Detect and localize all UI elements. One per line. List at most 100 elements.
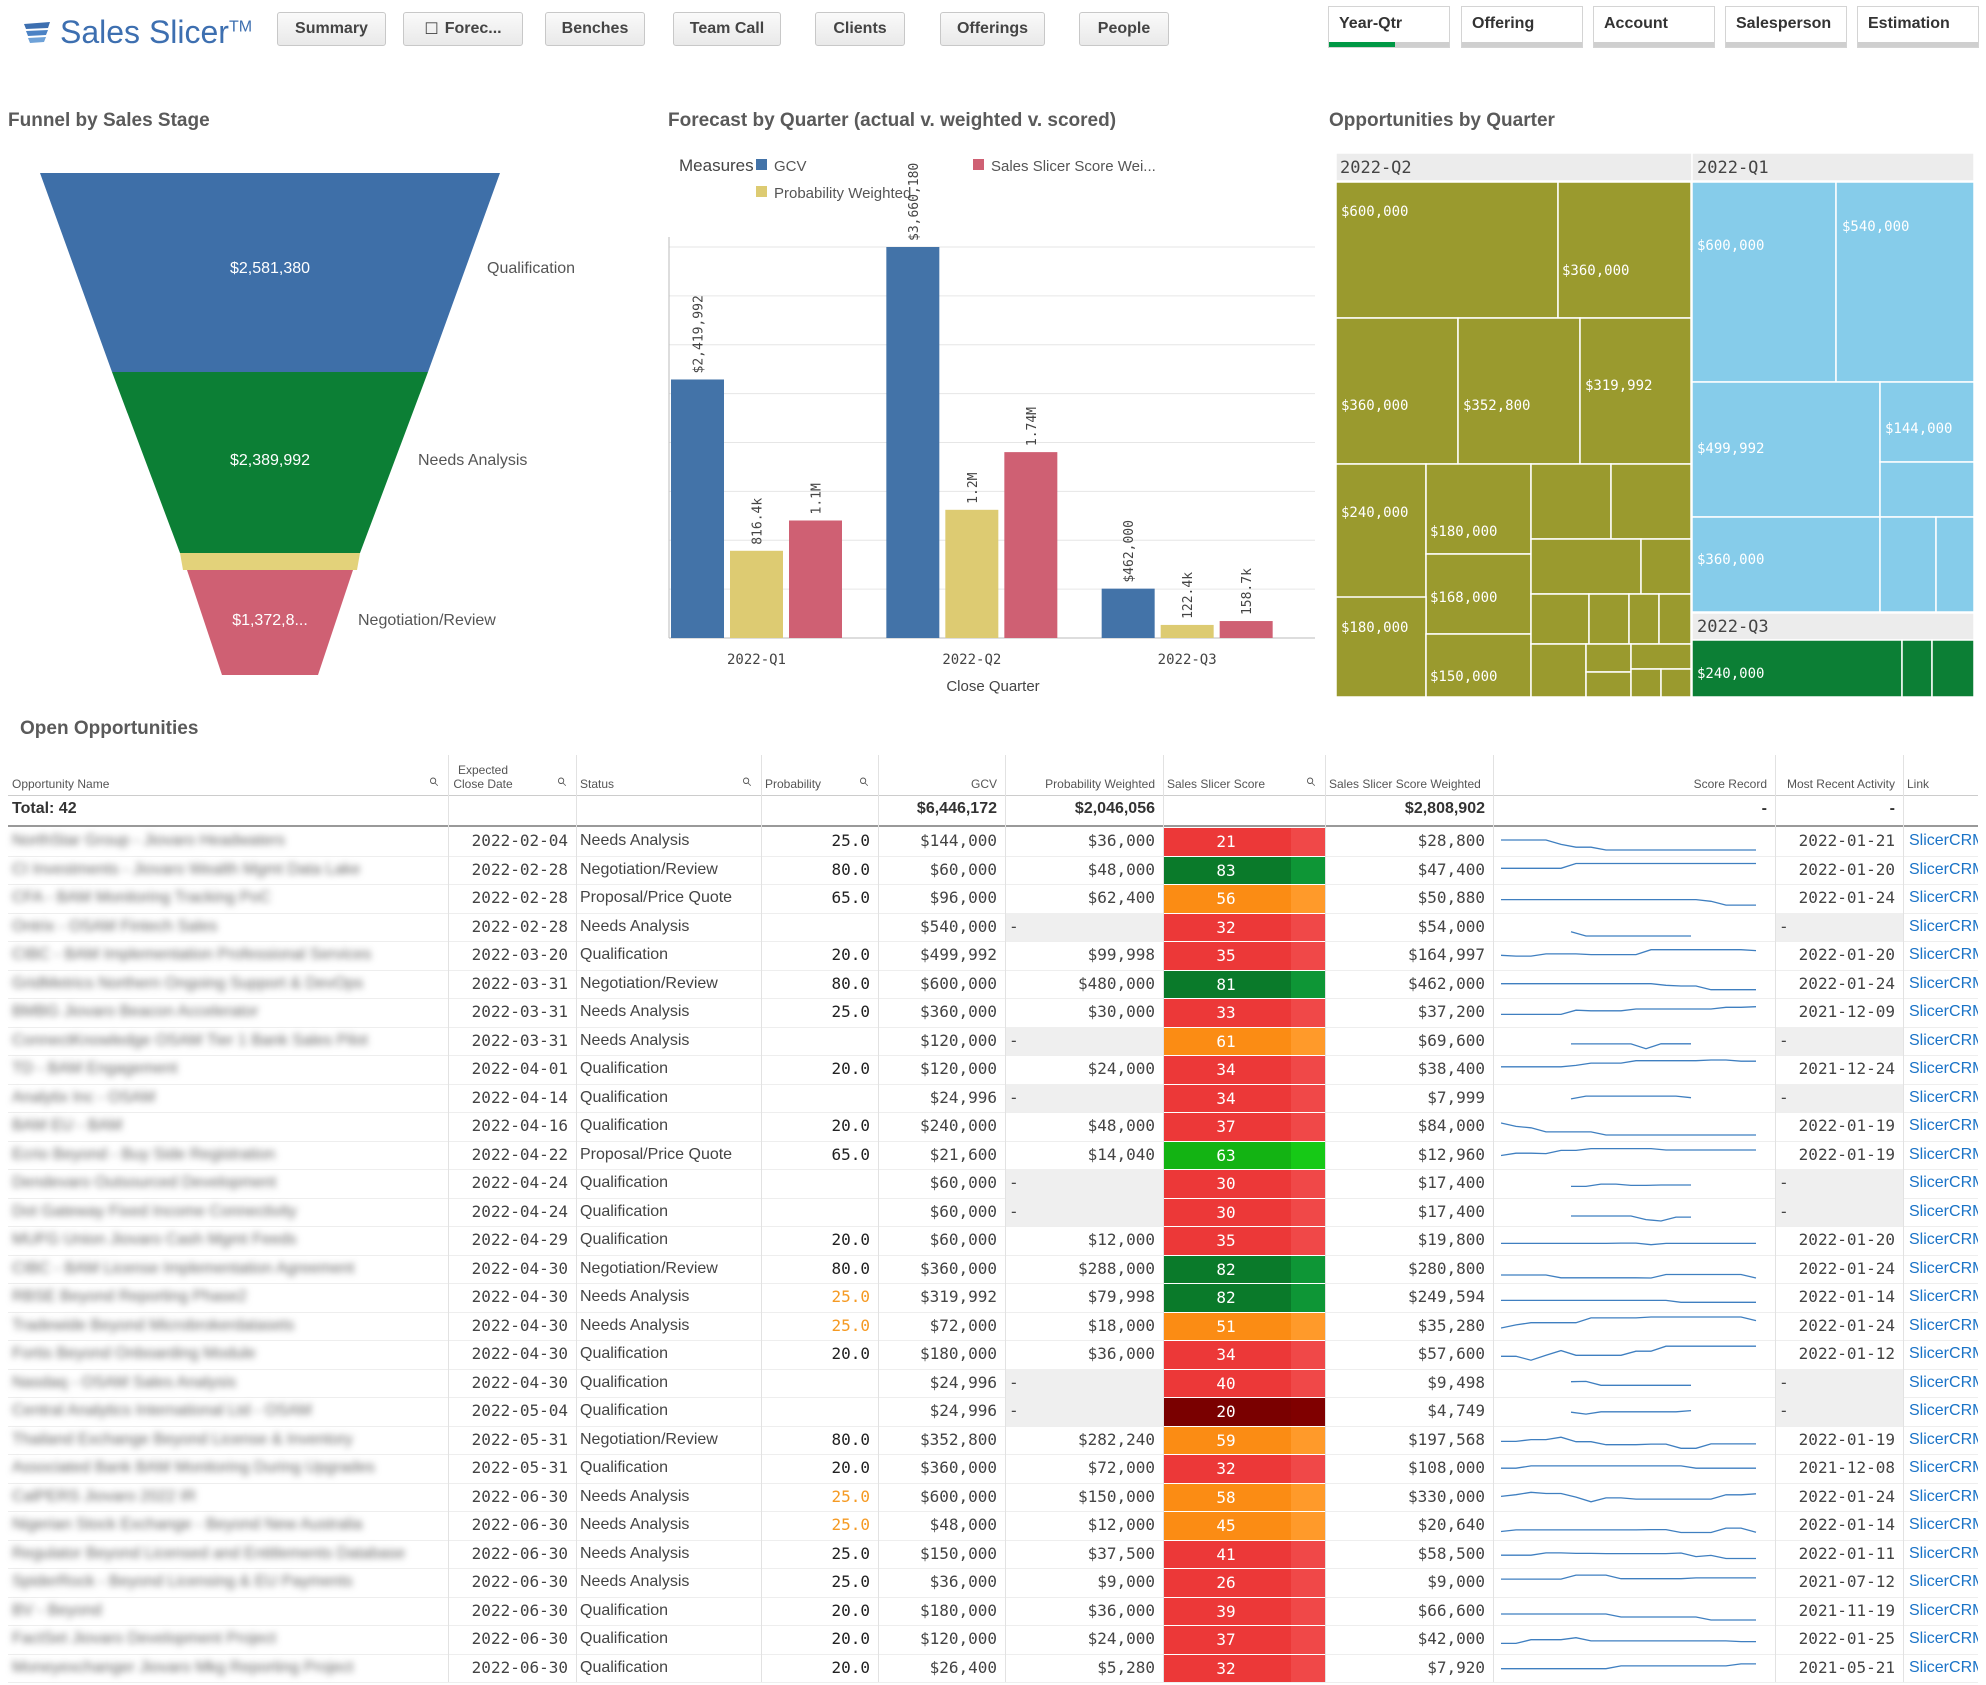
filter-account[interactable]: Account	[1593, 6, 1715, 48]
opportunity-name[interactable]: BV - Beyond	[12, 1601, 102, 1619]
table-row[interactable]: Ontrix - OSAM Fintech Sales 2022-02-28 Nee…	[8, 912, 1978, 942]
opportunity-name[interactable]: FactSet Jiovaro Development Project	[12, 1630, 277, 1647]
slicercrm-link[interactable]: SlicerCRM	[1909, 1003, 1978, 1020]
opportunity-name[interactable]: Tradewide Beyond Microbrokerdatasets	[12, 1316, 295, 1334]
opportunity-name[interactable]: CIBC - BAM Implementation Professional S…	[12, 946, 372, 963]
slicercrm-link[interactable]: SlicerCRM	[1909, 860, 1978, 878]
slicercrm-link[interactable]: SlicerCRM	[1909, 1316, 1978, 1334]
slicercrm-link[interactable]: SlicerCRM	[1909, 1630, 1978, 1647]
nav-button-clients[interactable]: Clients	[815, 12, 905, 46]
table-row[interactable]: BMBG Jiovaro Beacon Accelerator 2022-03-3…	[8, 998, 1978, 1028]
column-header-opportunity-name[interactable]: Opportunity Name ⌕	[8, 755, 448, 795]
table-row[interactable]: Moneyexchanger Jiovaro Mkg Reporting Pro…	[8, 1653, 1978, 1683]
opportunity-name[interactable]: CI Investments - Jiovaro Wealth Mgmt Dat…	[12, 860, 361, 878]
column-header-link[interactable]: Link	[1903, 755, 1978, 795]
column-header-most-recent-activity[interactable]: Most Recent Activity	[1775, 755, 1903, 795]
slicercrm-link[interactable]: SlicerCRM	[1909, 1345, 1978, 1362]
opportunity-name[interactable]: Nasdaq - OSAM Sales Analysis	[12, 1373, 237, 1391]
nav-button-benches[interactable]: Benches	[545, 12, 645, 46]
column-header-score-record[interactable]: Score Record	[1493, 755, 1775, 795]
slicercrm-link[interactable]: SlicerCRM	[1909, 1031, 1978, 1049]
slicercrm-link[interactable]: SlicerCRM	[1909, 832, 1978, 849]
filter-year-qtr[interactable]: Year-Qtr	[1328, 6, 1450, 48]
table-row[interactable]: Tradewide Beyond Microbrokerdatasets 2022…	[8, 1311, 1978, 1341]
slicercrm-link[interactable]: SlicerCRM	[1909, 1373, 1978, 1391]
slicercrm-link[interactable]: SlicerCRM	[1909, 1402, 1978, 1419]
slicercrm-link[interactable]: SlicerCRM	[1909, 917, 1978, 935]
search-icon[interactable]: ⌕	[1304, 770, 1315, 790]
slicercrm-link[interactable]: SlicerCRM	[1909, 1231, 1978, 1248]
column-header-sales-slicer-score-weighted[interactable]: Sales Slicer Score Weighted	[1325, 755, 1493, 795]
opportunity-name[interactable]: Thailand Exchange Beyond License & Inven…	[12, 1430, 353, 1448]
search-icon[interactable]: ⌕	[427, 770, 438, 790]
opportunity-name[interactable]: NorthStar Group - Jiovaro Headwaters	[12, 832, 285, 849]
opportunity-name[interactable]: Dendevaro Outsourced Development	[12, 1174, 277, 1191]
table-row[interactable]: RBSE Beyond Reporting Phase2 2022-04-30 Ne…	[8, 1283, 1978, 1313]
opportunity-name[interactable]: BAM EU - BAM	[12, 1117, 123, 1134]
opportunity-name[interactable]: CIBC - BAM License Implementation Agreem…	[12, 1259, 355, 1277]
opportunity-name[interactable]: GridMetrics Northern Ongoing Support & D…	[12, 974, 364, 992]
nav-button-offerings[interactable]: Offerings	[940, 12, 1045, 46]
table-row[interactable]: SpiderRock - Beyond Licensing & EU Payme…	[8, 1568, 1978, 1598]
table-row[interactable]: Ecrio Beyond - Buy Side Registration 2022…	[8, 1140, 1978, 1170]
slicercrm-link[interactable]: SlicerCRM	[1909, 1288, 1978, 1305]
opportunity-name[interactable]: RBSE Beyond Reporting Phase2	[12, 1288, 247, 1305]
slicercrm-link[interactable]: SlicerCRM	[1909, 1601, 1978, 1619]
slicercrm-link[interactable]: SlicerCRM	[1909, 1573, 1978, 1590]
filter-estimation[interactable]: Estimation	[1857, 6, 1979, 48]
opportunity-name[interactable]: Nigerian Stock Exchange - Beyond New Aus…	[12, 1516, 363, 1533]
opportunity-name[interactable]: CalPERS Jiovaro 2022 IR	[12, 1487, 197, 1505]
search-icon[interactable]: ⌕	[555, 770, 566, 790]
filter-salesperson[interactable]: Salesperson	[1725, 6, 1847, 48]
column-header-expected-close-date[interactable]: Expected Close Date ⌕	[448, 755, 576, 795]
slicercrm-link[interactable]: SlicerCRM	[1909, 889, 1978, 906]
opportunity-name[interactable]: SpiderRock - Beyond Licensing & EU Payme…	[12, 1573, 353, 1590]
slicercrm-link[interactable]: SlicerCRM	[1909, 1202, 1978, 1220]
filter-offering[interactable]: Offering	[1461, 6, 1583, 48]
opportunity-name[interactable]: Regulator Beyond Licensed and Entitlemen…	[12, 1544, 406, 1562]
table-row[interactable]: Thailand Exchange Beyond License & Inven…	[8, 1425, 1978, 1455]
slicercrm-link[interactable]: SlicerCRM	[1909, 1117, 1978, 1134]
table-row[interactable]: BAM EU - BAM 2022-04-16 Qualification 20.0 $…	[8, 1112, 1978, 1142]
slicercrm-link[interactable]: SlicerCRM	[1909, 974, 1978, 992]
search-icon[interactable]: ⌕	[857, 770, 868, 790]
table-row[interactable]: FactSet Jiovaro Development Project 2022-…	[8, 1625, 1978, 1655]
slicercrm-link[interactable]: SlicerCRM	[1909, 1544, 1978, 1562]
table-row[interactable]: GridMetrics Northern Ongoing Support & D…	[8, 969, 1978, 999]
opportunity-name[interactable]: Moneyexchanger Jiovaro Mkg Reporting Pro…	[12, 1658, 354, 1676]
opportunity-name[interactable]: Ontrix - OSAM Fintech Sales	[12, 917, 218, 935]
opportunity-name[interactable]: Fortis Beyond Onboarding Module	[12, 1345, 256, 1362]
table-row[interactable]: Dendevaro Outsourced Development 2022-04-…	[8, 1169, 1978, 1199]
slicercrm-link[interactable]: SlicerCRM	[1909, 1516, 1978, 1533]
slicercrm-link[interactable]: SlicerCRM	[1909, 1060, 1978, 1077]
slicercrm-link[interactable]: SlicerCRM	[1909, 1487, 1978, 1505]
table-row[interactable]: Regulator Beyond Licensed and Entitlemen…	[8, 1539, 1978, 1569]
slicercrm-link[interactable]: SlicerCRM	[1909, 1259, 1978, 1277]
column-header-probability[interactable]: Probability ⌕	[761, 755, 878, 795]
column-header-sales-slicer-score[interactable]: Sales Slicer Score ⌕	[1163, 755, 1325, 795]
nav-button-people[interactable]: People	[1079, 12, 1169, 46]
table-row[interactable]: Central Analytics International Ltd - OS…	[8, 1397, 1978, 1427]
table-row[interactable]: MUFG Union Jiovaro Cash Mgmt Feeds 2022-0…	[8, 1226, 1978, 1256]
table-row[interactable]: CalPERS Jiovaro 2022 IR 2022-06-30 Needs A…	[8, 1482, 1978, 1512]
table-row[interactable]: Fortis Beyond Onboarding Module 2022-04-3…	[8, 1340, 1978, 1370]
slicercrm-link[interactable]: SlicerCRM	[1909, 1088, 1978, 1106]
search-icon[interactable]: ⌕	[740, 770, 751, 790]
table-row[interactable]: NorthStar Group - Jiovaro Headwaters 2022…	[8, 827, 1978, 857]
slicercrm-link[interactable]: SlicerCRM	[1909, 1658, 1978, 1676]
opportunity-name[interactable]: MUFG Union Jiovaro Cash Mgmt Feeds	[12, 1231, 297, 1248]
opportunity-name[interactable]: Central Analytics International Ltd - OS…	[12, 1402, 312, 1419]
opportunity-name[interactable]: ConnectKnowledge OSAM Tier 1 Bank Sales …	[12, 1031, 368, 1049]
opportunity-name[interactable]: Dot Gateway Fixed Income Connectivity	[12, 1202, 297, 1220]
table-row[interactable]: CIBC - BAM Implementation Professional S…	[8, 941, 1978, 971]
table-row[interactable]: CIBC - BAM License Implementation Agreem…	[8, 1254, 1978, 1284]
opportunity-name[interactable]: CFA - BAM Monitoring Tracking PoC	[12, 889, 271, 906]
column-header-status[interactable]: Status ⌕	[576, 755, 761, 795]
slicercrm-link[interactable]: SlicerCRM	[1909, 1459, 1978, 1476]
table-row[interactable]: ConnectKnowledge OSAM Tier 1 Bank Sales …	[8, 1026, 1978, 1056]
table-row[interactable]: Associated Bank BAM Monitoring During Up…	[8, 1454, 1978, 1484]
table-row[interactable]: Nigerian Stock Exchange - Beyond New Aus…	[8, 1511, 1978, 1541]
app-logo[interactable]: Sales SlicerTM	[22, 14, 252, 51]
slicercrm-link[interactable]: SlicerCRM	[1909, 946, 1978, 963]
nav-button-forec[interactable]: ☐ Forec...	[403, 12, 523, 46]
